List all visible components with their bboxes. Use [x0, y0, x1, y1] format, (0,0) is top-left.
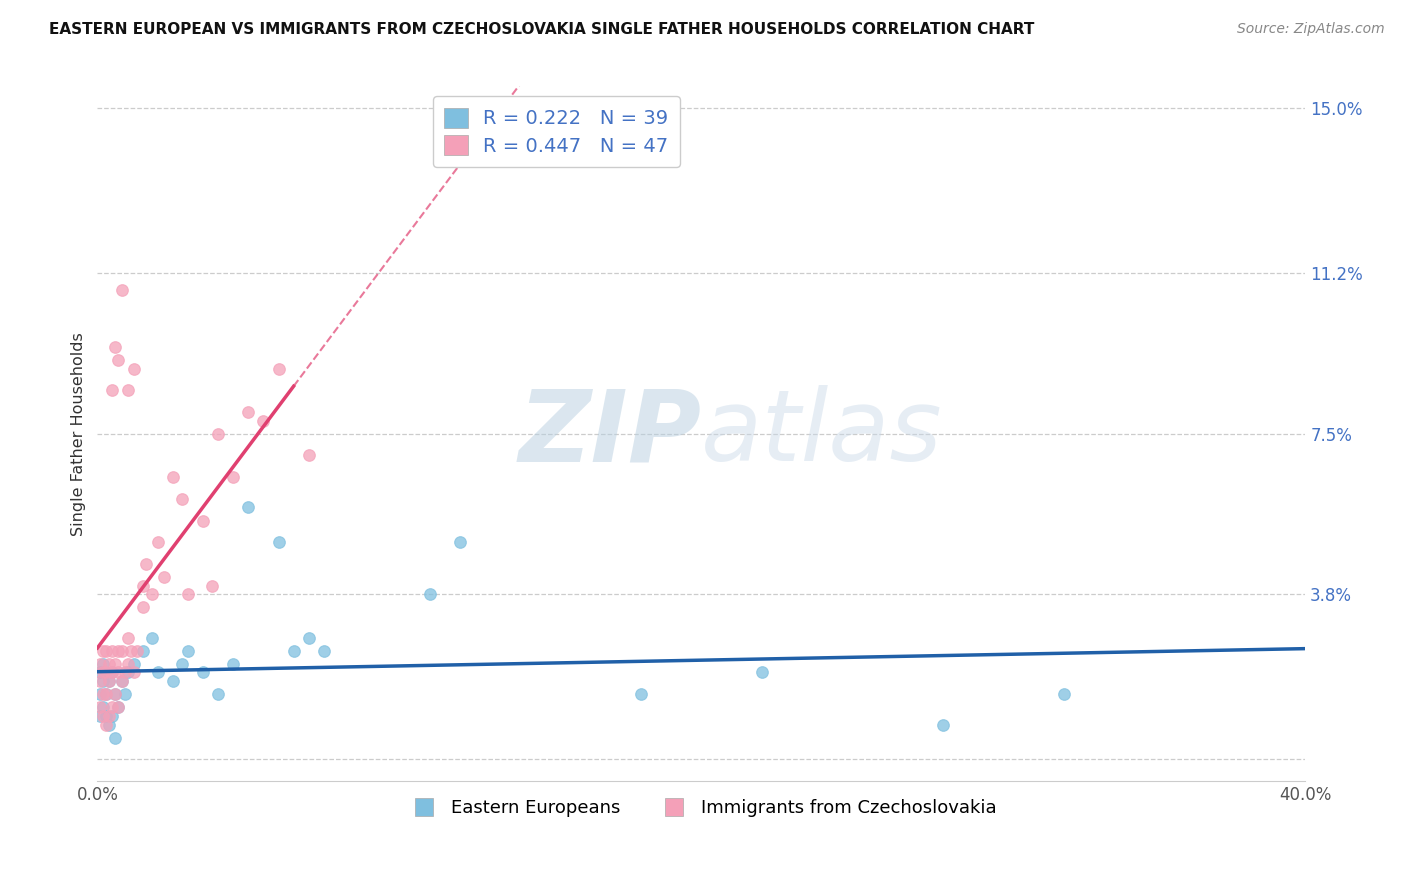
Point	[104, 731, 127, 745]
Point	[1053, 687, 1076, 701]
Point	[222, 657, 245, 671]
Point	[117, 665, 139, 680]
Point	[177, 644, 200, 658]
Point	[107, 352, 129, 367]
Point	[418, 587, 440, 601]
Point	[93, 674, 115, 689]
Point	[101, 665, 124, 680]
Point	[107, 700, 129, 714]
Point	[117, 631, 139, 645]
Point	[104, 657, 127, 671]
Point	[104, 340, 127, 354]
Point	[110, 674, 132, 689]
Legend: Eastern Europeans, Immigrants from Czechoslovakia: Eastern Europeans, Immigrants from Czech…	[398, 791, 1004, 824]
Point	[131, 644, 153, 658]
Point	[110, 644, 132, 658]
Y-axis label: Single Father Households: Single Father Households	[72, 332, 86, 535]
Point	[101, 709, 124, 723]
Point	[932, 717, 955, 731]
Point	[89, 700, 111, 714]
Point	[201, 579, 224, 593]
Point	[107, 700, 129, 714]
Point	[630, 687, 652, 701]
Point	[298, 631, 321, 645]
Point	[93, 665, 115, 680]
Point	[96, 644, 118, 658]
Point	[162, 470, 184, 484]
Point	[101, 644, 124, 658]
Point	[120, 644, 142, 658]
Point	[101, 700, 124, 714]
Point	[104, 687, 127, 701]
Point	[89, 665, 111, 680]
Point	[89, 709, 111, 723]
Point	[298, 449, 321, 463]
Point	[191, 665, 214, 680]
Point	[162, 674, 184, 689]
Point	[96, 709, 118, 723]
Point	[131, 579, 153, 593]
Point	[267, 535, 290, 549]
Point	[98, 674, 121, 689]
Point	[131, 600, 153, 615]
Point	[122, 361, 145, 376]
Point	[238, 405, 260, 419]
Point	[110, 674, 132, 689]
Point	[207, 687, 229, 701]
Point	[89, 674, 111, 689]
Point	[114, 665, 136, 680]
Point	[93, 657, 115, 671]
Point	[222, 470, 245, 484]
Point	[449, 535, 471, 549]
Point	[104, 687, 127, 701]
Point	[110, 284, 132, 298]
Point	[98, 717, 121, 731]
Point	[93, 700, 115, 714]
Point	[207, 426, 229, 441]
Point	[89, 687, 111, 701]
Point	[170, 657, 193, 671]
Point	[107, 665, 129, 680]
Point	[96, 665, 118, 680]
Point	[96, 687, 118, 701]
Text: atlas: atlas	[702, 385, 943, 483]
Point	[96, 717, 118, 731]
Point	[141, 631, 163, 645]
Point	[117, 657, 139, 671]
Point	[177, 587, 200, 601]
Point	[141, 587, 163, 601]
Point	[238, 500, 260, 515]
Point	[98, 709, 121, 723]
Point	[101, 665, 124, 680]
Point	[89, 657, 111, 671]
Point	[252, 414, 274, 428]
Point	[191, 514, 214, 528]
Point	[135, 557, 157, 571]
Point	[146, 665, 169, 680]
Point	[146, 535, 169, 549]
Text: EASTERN EUROPEAN VS IMMIGRANTS FROM CZECHOSLOVAKIA SINGLE FATHER HOUSEHOLDS CORR: EASTERN EUROPEAN VS IMMIGRANTS FROM CZEC…	[49, 22, 1035, 37]
Point	[312, 644, 335, 658]
Text: Source: ZipAtlas.com: Source: ZipAtlas.com	[1237, 22, 1385, 37]
Point	[751, 665, 773, 680]
Point	[267, 361, 290, 376]
Point	[122, 665, 145, 680]
Point	[93, 644, 115, 658]
Point	[107, 644, 129, 658]
Point	[101, 384, 124, 398]
Point	[93, 687, 115, 701]
Point	[96, 687, 118, 701]
Point	[98, 657, 121, 671]
Point	[114, 687, 136, 701]
Point	[122, 657, 145, 671]
Point	[283, 644, 305, 658]
Point	[125, 644, 148, 658]
Point	[170, 491, 193, 506]
Point	[152, 570, 174, 584]
Point	[93, 709, 115, 723]
Point	[98, 674, 121, 689]
Point	[117, 384, 139, 398]
Text: ZIP: ZIP	[519, 385, 702, 483]
